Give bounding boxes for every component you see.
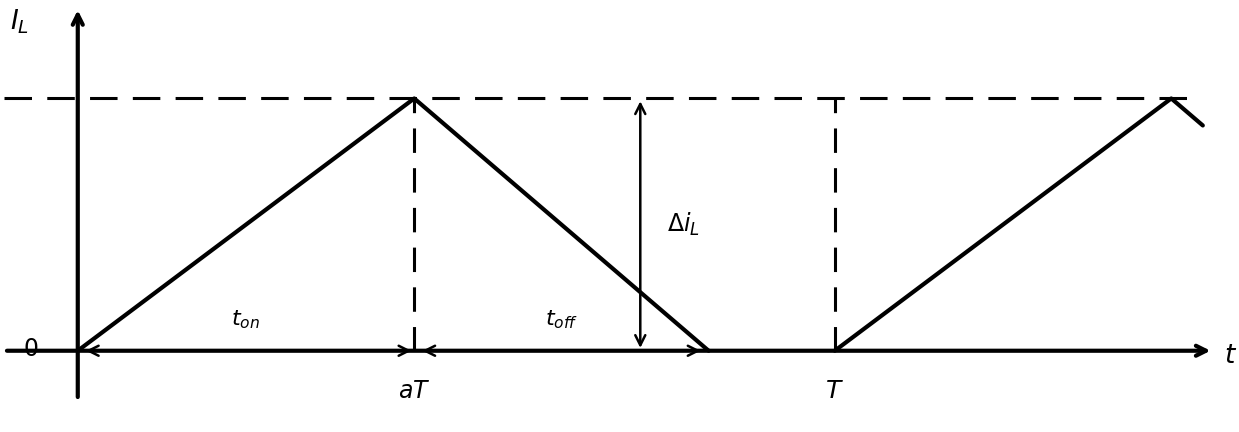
Text: $aT$: $aT$ — [398, 379, 430, 403]
Text: $0$: $0$ — [22, 337, 38, 361]
Text: $t$: $t$ — [1224, 343, 1237, 369]
Text: $\Delta i_L$: $\Delta i_L$ — [667, 211, 700, 238]
Text: $t_{off}$: $t_{off}$ — [545, 309, 579, 331]
Text: $t_{on}$: $t_{on}$ — [232, 309, 260, 331]
Text: $I_L$: $I_L$ — [10, 7, 30, 35]
Text: $T$: $T$ — [825, 379, 844, 403]
